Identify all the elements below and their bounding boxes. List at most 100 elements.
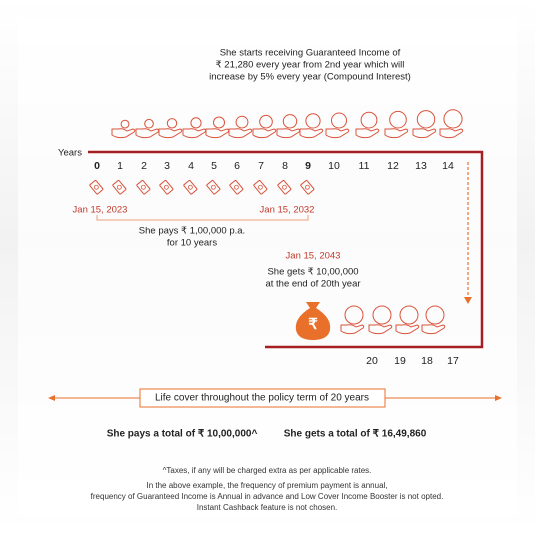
year-label: 13 (415, 160, 427, 172)
payment-icon (253, 179, 268, 195)
hand (355, 128, 380, 139)
payment-icon (112, 179, 127, 195)
income-icon (412, 110, 437, 139)
coin (213, 116, 225, 129)
note (89, 179, 104, 195)
money-bag: ₹ (295, 302, 331, 340)
hand (299, 128, 324, 139)
footnote: ^Taxes, if any will be charged extra as … (163, 466, 372, 475)
end-date: Jan 15, 2032 (260, 205, 315, 216)
end-year-label: 18 (421, 355, 433, 367)
year-label: 0 (94, 160, 100, 172)
end-year-label: 19 (394, 355, 406, 367)
year-label: 7 (258, 160, 264, 172)
bracket (96, 215, 309, 221)
coin (399, 305, 419, 325)
coin (389, 110, 407, 129)
coin (187, 184, 193, 190)
note (112, 179, 127, 195)
coin (210, 184, 216, 190)
year-label: 4 (188, 160, 194, 172)
note (206, 179, 221, 195)
coin (304, 184, 310, 190)
life-cover: Life cover throughout the policy term of… (155, 393, 369, 404)
start-date: Jan 15, 2023 (73, 205, 128, 216)
year-label: 5 (211, 160, 217, 172)
coin (443, 109, 463, 129)
note (253, 179, 268, 195)
income-icon (325, 112, 350, 139)
coin (360, 111, 378, 129)
maturity-date: Jan 15, 2043 (286, 251, 341, 262)
hand (368, 324, 393, 335)
income-icon (355, 111, 380, 139)
payment-icon (300, 179, 315, 195)
bag-symbol: ₹ (308, 316, 318, 333)
hand (111, 128, 136, 139)
coin (120, 119, 130, 129)
coin (235, 115, 249, 129)
end-year-label: 17 (447, 355, 459, 367)
maturity-line: at the end of 20th year (265, 279, 360, 290)
timeline-line (88, 150, 484, 349)
hand (252, 128, 277, 139)
note (183, 179, 198, 195)
note (229, 179, 244, 195)
intro-line: increase by 5% every year (Compound Inte… (209, 72, 411, 83)
payment-icon (136, 179, 151, 195)
coin (233, 184, 239, 190)
panel (18, 18, 517, 515)
coin (282, 114, 298, 129)
footnote: frequency of Guaranteed Income is Annual… (91, 492, 444, 501)
income-icon (384, 110, 409, 139)
note (300, 179, 315, 195)
hand (228, 128, 253, 139)
arrow-head (48, 395, 55, 401)
note (159, 179, 174, 195)
year-label: 6 (234, 160, 240, 172)
note (277, 179, 292, 195)
payment-line: She pays ₹ 1,00,000 p.a. (139, 226, 245, 237)
year-label: 1 (117, 160, 123, 172)
arrow-head (495, 395, 502, 401)
income-icon (252, 114, 277, 139)
year-label: 11 (359, 160, 370, 172)
note (136, 179, 151, 195)
income-icon (340, 305, 365, 335)
income-icon (228, 115, 253, 139)
total-gets: She gets a total of ₹ 16,49,860 (284, 429, 427, 440)
maturity-line: She gets ₹ 10,00,000 (267, 267, 358, 278)
coin (305, 113, 321, 129)
payment-icon (229, 179, 244, 195)
year-label: 10 (328, 160, 340, 172)
income-icon (111, 119, 136, 139)
income-icon (368, 305, 393, 335)
footnote: In the above example, the frequency of p… (146, 481, 387, 490)
income-icon (299, 113, 324, 139)
hand (158, 128, 183, 139)
hand (325, 128, 350, 139)
year-label: 14 (442, 160, 454, 172)
hand (421, 324, 446, 335)
payment-icon (159, 179, 174, 195)
coin (116, 184, 122, 190)
hand (439, 128, 464, 139)
year-label: 8 (282, 160, 288, 172)
footnote: Instant Cashback feature is not chosen. (197, 503, 338, 512)
income-icon (421, 305, 446, 335)
coin (166, 118, 178, 129)
cover-box (139, 388, 386, 408)
year-label: 9 (305, 160, 311, 172)
income-icon (158, 118, 183, 139)
payment-line: for 10 years (167, 238, 217, 249)
year-label: 2 (141, 160, 147, 172)
end-year-label: 20 (366, 355, 378, 367)
hand (412, 128, 437, 139)
years-label: Years (58, 148, 82, 159)
coin (372, 305, 392, 325)
coin (257, 184, 263, 190)
hand (340, 324, 365, 335)
total-pays: She pays a total of ₹ 10,00,000^ (107, 429, 258, 440)
intro-line: ₹ 21,280 every year from 2nd year which … (216, 60, 405, 71)
intro-line: She starts receiving Guaranteed Income o… (220, 48, 401, 59)
